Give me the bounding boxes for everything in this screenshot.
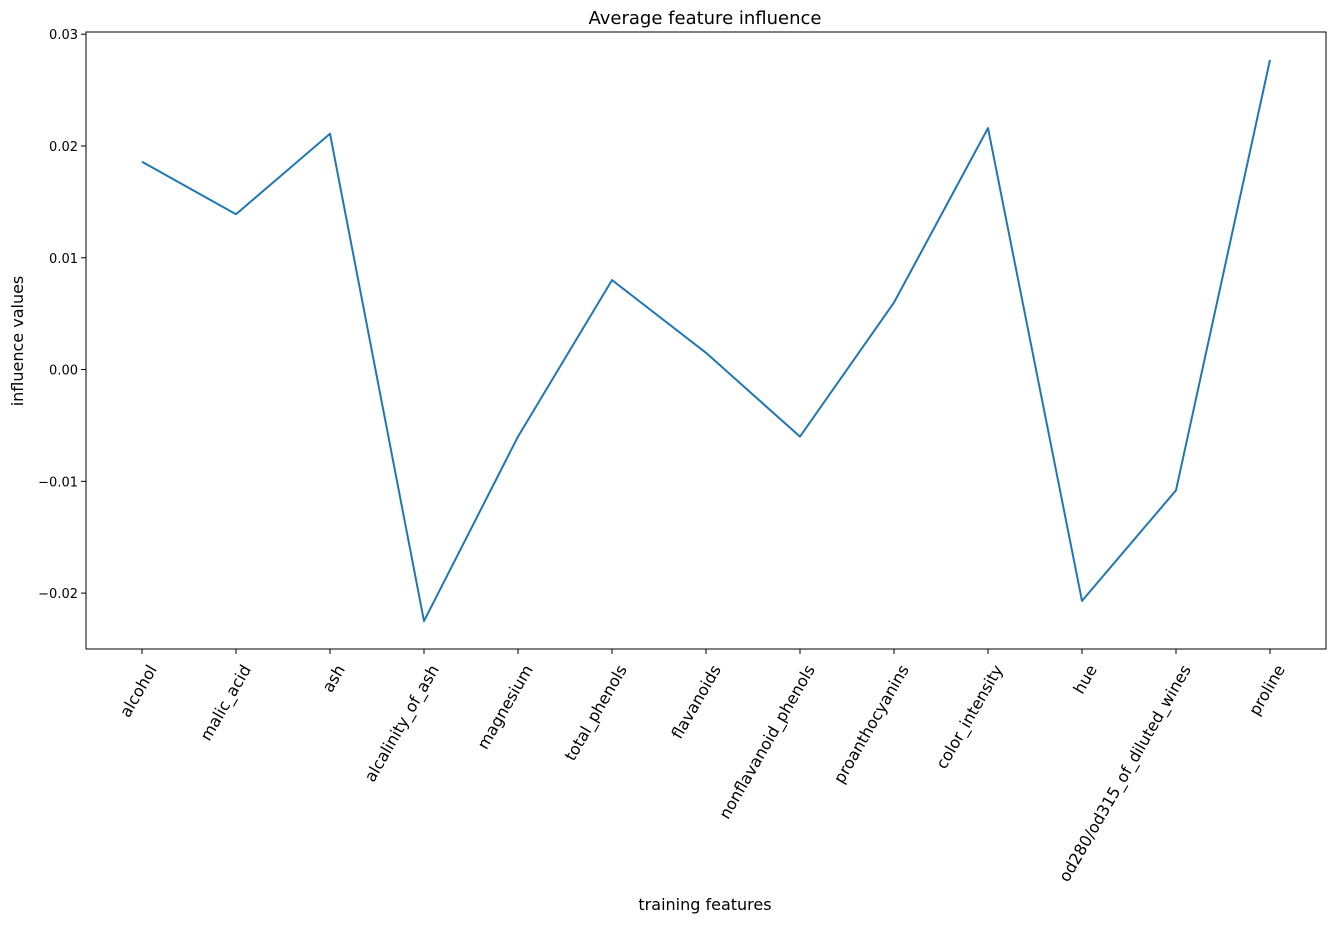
- y-tick-label: −0.01: [38, 475, 78, 490]
- x-tick-label: total_phenols: [561, 662, 632, 765]
- y-axis-label: influence values: [8, 276, 27, 407]
- x-tick-label: flavanoids: [667, 662, 724, 743]
- x-tick-label: hue: [1069, 662, 1101, 698]
- y-tick-label: 0.02: [49, 140, 78, 155]
- plot-frame: [85, 31, 1327, 650]
- chart-title: Average feature influence: [589, 8, 822, 29]
- x-tick-label: malic_acid: [196, 662, 255, 745]
- x-tick-label: ash: [318, 662, 349, 696]
- x-tick-label: proline: [1245, 662, 1289, 719]
- series-line: [141, 59, 1271, 623]
- x-tick-label: color_intensity: [932, 662, 1008, 773]
- x-tick-label: magnesium: [473, 662, 536, 753]
- x-axis-label: training features: [638, 895, 771, 914]
- y-tick-label: −0.02: [38, 587, 78, 602]
- x-tick-label: alcalinity_of_ash: [361, 662, 444, 786]
- y-tick-label: 0.00: [49, 364, 78, 379]
- plot-area: −0.02 −0.01 0.00 0.01 0.02 0.03 alcohol malic_a…: [38, 28, 1327, 886]
- x-tick-label: nonflavanoid_phenols: [715, 662, 820, 823]
- x-tick-label: proanthocyanins: [830, 662, 913, 787]
- y-tick-label: 0.01: [49, 252, 78, 267]
- x-tick-label: alcohol: [116, 662, 161, 721]
- y-tick-label: 0.03: [49, 28, 78, 43]
- x-tick-label: od280/od315_of_diluted_wines: [1055, 662, 1196, 886]
